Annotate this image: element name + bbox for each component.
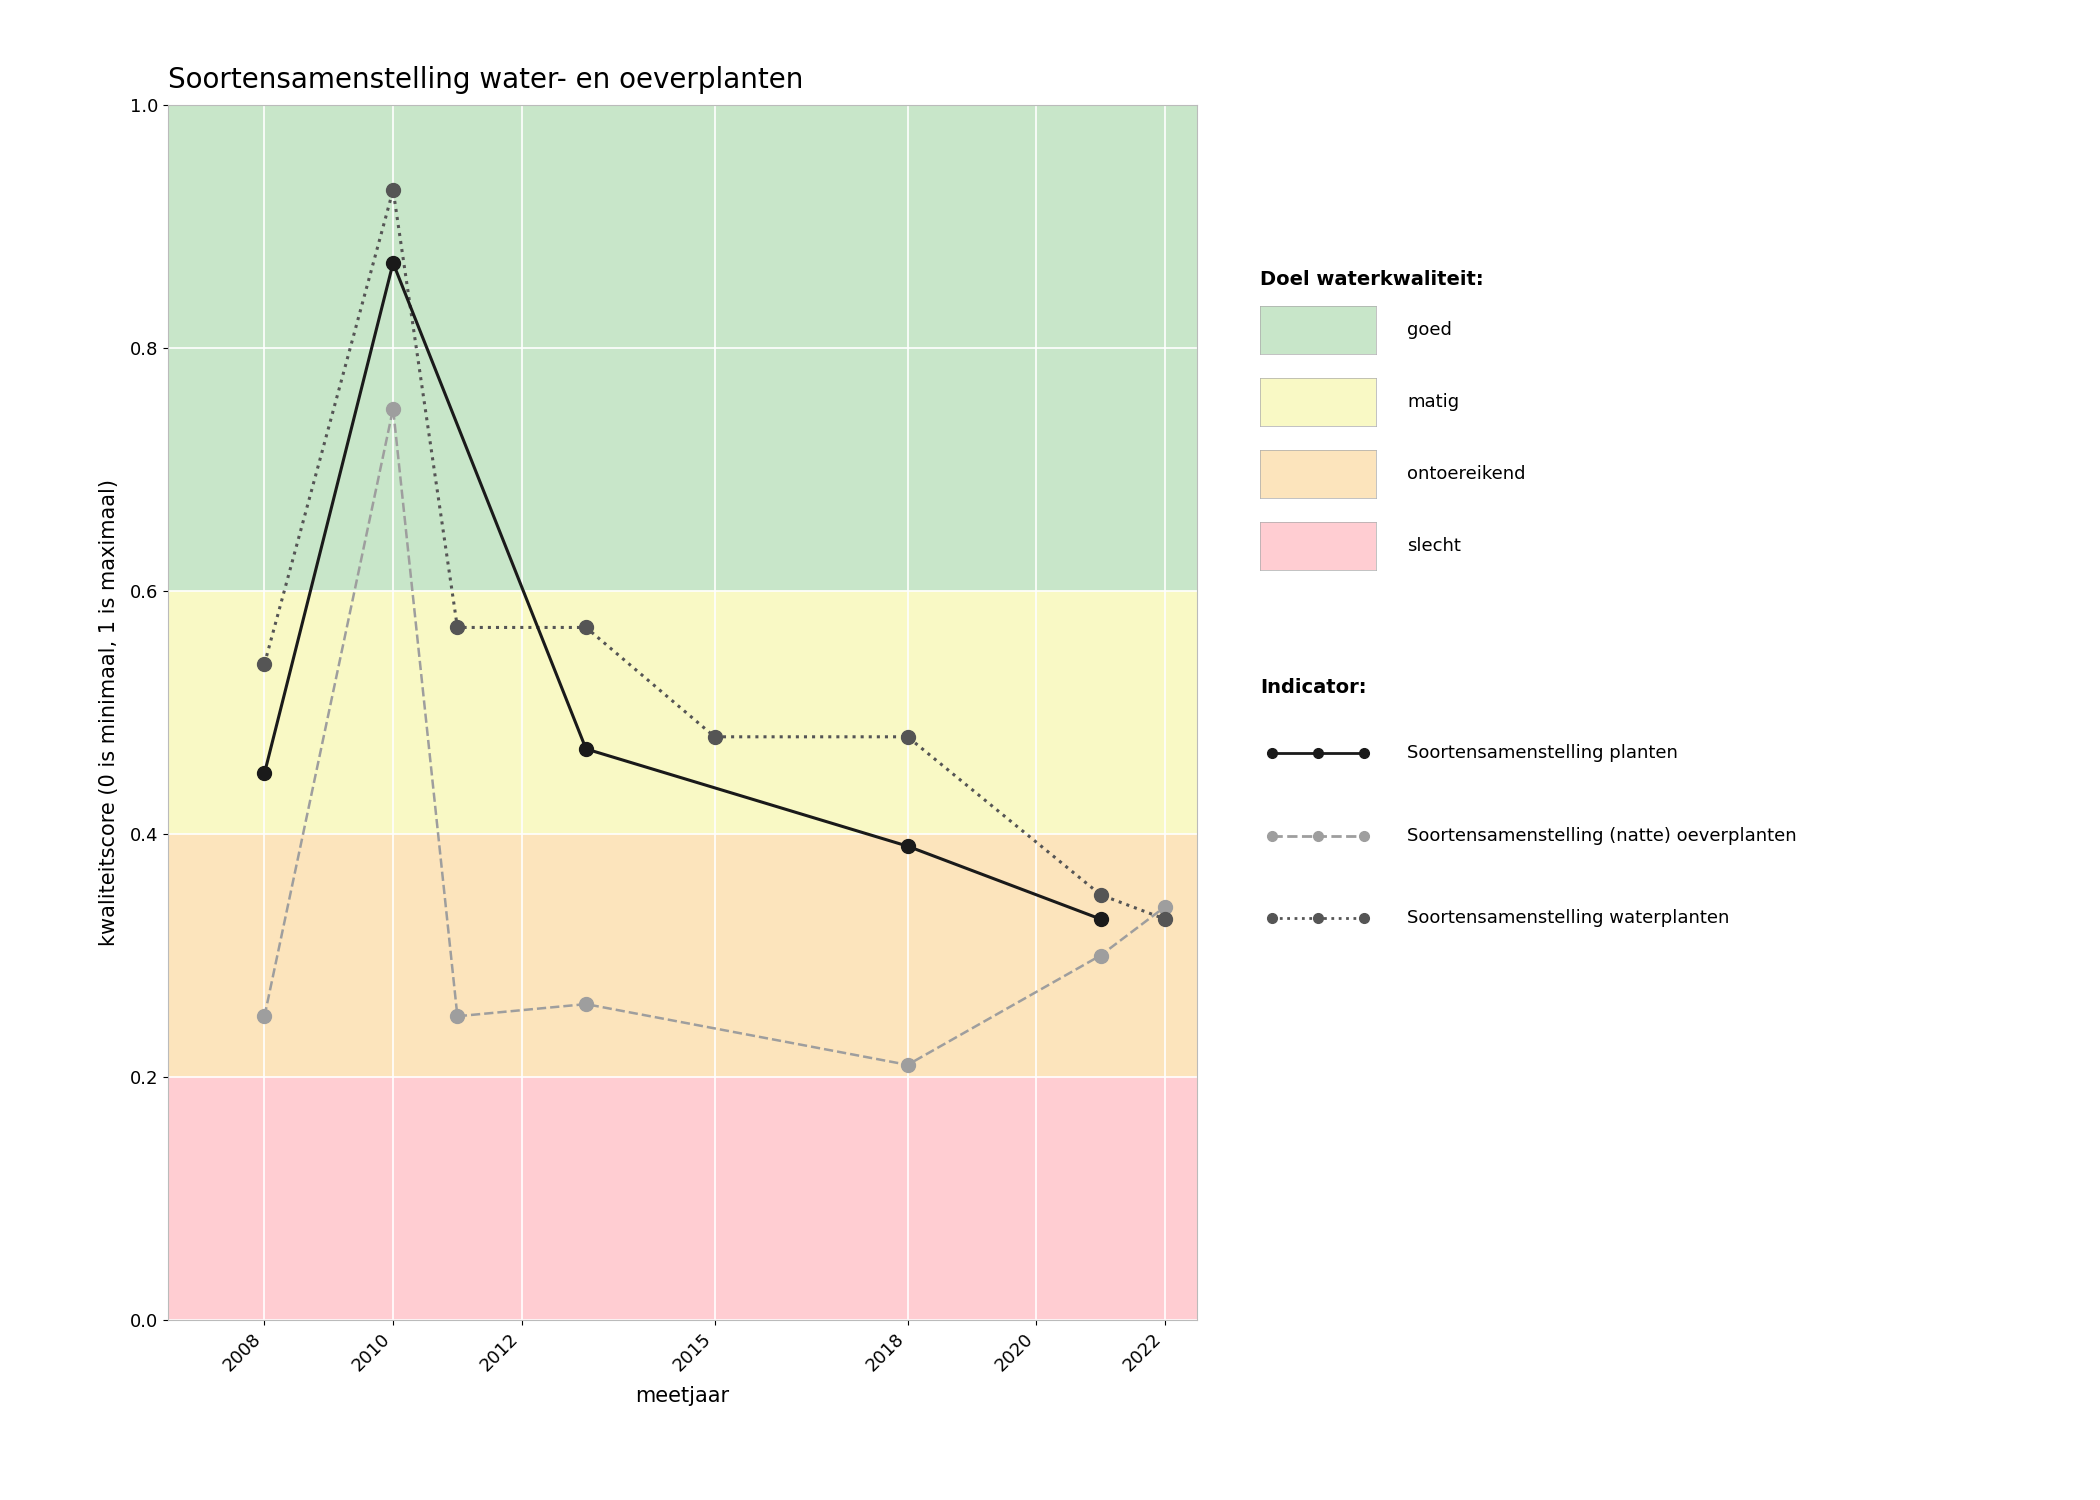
Bar xyxy=(168,834,1197,1077)
Text: goed: goed xyxy=(1407,321,1451,339)
Bar xyxy=(168,105,1197,591)
Text: ontoereikend: ontoereikend xyxy=(1407,465,1525,483)
Text: Soortensamenstelling water- en oeverplanten: Soortensamenstelling water- en oeverplan… xyxy=(168,66,804,94)
Text: Doel waterkwaliteit:: Doel waterkwaliteit: xyxy=(1260,270,1483,290)
Bar xyxy=(168,591,1197,834)
Text: Indicator:: Indicator: xyxy=(1260,678,1367,698)
Text: Soortensamenstelling (natte) oeverplanten: Soortensamenstelling (natte) oeverplante… xyxy=(1407,827,1798,844)
Text: slecht: slecht xyxy=(1407,537,1462,555)
Bar xyxy=(168,1077,1197,1320)
Y-axis label: kwaliteitscore (0 is minimaal, 1 is maximaal): kwaliteitscore (0 is minimaal, 1 is maxi… xyxy=(99,478,120,946)
Text: matig: matig xyxy=(1407,393,1459,411)
X-axis label: meetjaar: meetjaar xyxy=(636,1386,729,1406)
Text: Soortensamenstelling waterplanten: Soortensamenstelling waterplanten xyxy=(1407,909,1730,927)
Text: Soortensamenstelling planten: Soortensamenstelling planten xyxy=(1407,744,1678,762)
